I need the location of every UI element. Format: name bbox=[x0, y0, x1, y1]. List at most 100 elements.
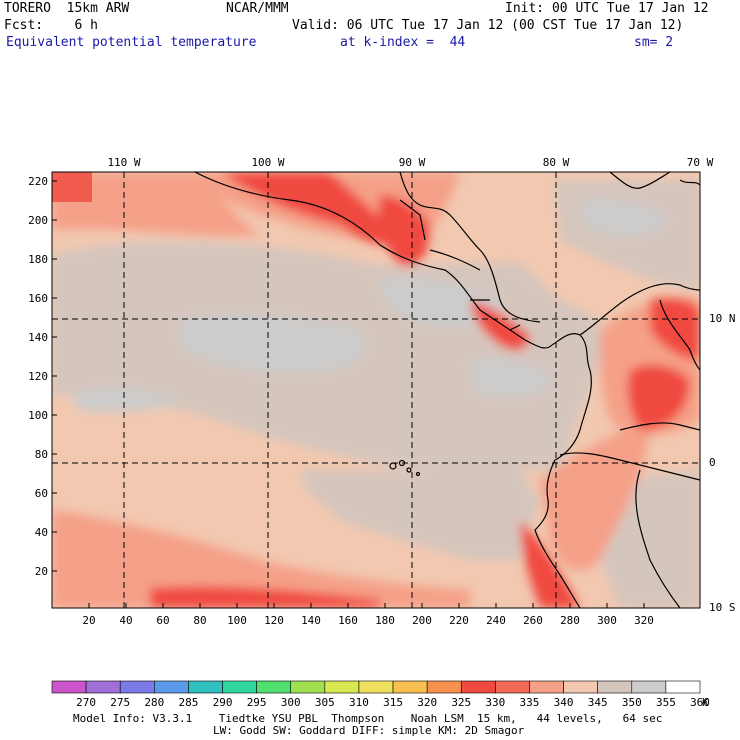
colorbar-label: 290 bbox=[213, 696, 233, 709]
colorbar-label: 295 bbox=[247, 696, 267, 709]
field-band-salmon-south bbox=[52, 510, 470, 608]
axis-labels: 220 200 180 160 140 120 100 80 60 40 20 20 40 60 80 100… bbox=[28, 156, 735, 627]
lat-lon-gridlines bbox=[52, 172, 700, 608]
border-costarica-panama bbox=[509, 324, 521, 331]
x-tick-label: 20 bbox=[82, 614, 95, 627]
longitude-label: 70 W bbox=[687, 156, 714, 169]
colorbar-swatch bbox=[188, 680, 223, 694]
axis-ticks bbox=[52, 180, 645, 608]
colorbar-label: 330 bbox=[485, 696, 505, 709]
galapagos-4 bbox=[415, 471, 421, 477]
x-tick-label: 320 bbox=[634, 614, 654, 627]
colorbar-swatch bbox=[222, 680, 257, 694]
colorbar-label: 320 bbox=[417, 696, 437, 709]
field-name: Equivalent potential temperature bbox=[6, 35, 257, 50]
field-patch-lightgray-5 bbox=[580, 198, 670, 235]
field-band-red-south bbox=[150, 586, 380, 608]
coast-caribbean-colombia bbox=[579, 283, 700, 336]
level-label: at k-index = 44 bbox=[340, 35, 466, 50]
colorbar-label: 360 bbox=[690, 696, 710, 709]
field-band-red-mexico bbox=[220, 172, 400, 245]
colorbar-swatch bbox=[358, 680, 394, 694]
y-tick-label: 140 bbox=[28, 331, 48, 344]
colorbar-swatch bbox=[563, 680, 598, 694]
colorbar-label: 355 bbox=[656, 696, 676, 709]
y-tick-label: 60 bbox=[35, 487, 48, 500]
coast-caribbean-central-america bbox=[399, 172, 541, 323]
latitude-label: 10 S bbox=[709, 601, 736, 614]
border-honduras-nicaragua bbox=[429, 249, 481, 271]
field-band-red-colombia bbox=[627, 364, 690, 430]
longitude-label: 110 W bbox=[107, 156, 140, 169]
x-tick-label: 240 bbox=[486, 614, 506, 627]
x-tick-label: 160 bbox=[338, 614, 358, 627]
colorbar-label: 340 bbox=[554, 696, 574, 709]
colorbar-label: 275 bbox=[110, 696, 130, 709]
colorbar-swatch bbox=[529, 680, 564, 694]
model-name: TORERO 15km ARW bbox=[4, 1, 130, 16]
colorbar-unit: K bbox=[702, 696, 709, 709]
field-band-gray-south bbox=[300, 470, 540, 560]
border-ecuador-peru bbox=[559, 452, 700, 481]
colorbar-label: 305 bbox=[315, 696, 335, 709]
x-tick-label: 200 bbox=[412, 614, 432, 627]
colorbar-swatch bbox=[324, 680, 360, 694]
colorbar-swatch bbox=[597, 680, 633, 694]
x-tick-label: 80 bbox=[193, 614, 206, 627]
x-tick-label: 260 bbox=[523, 614, 543, 627]
footer-model-info: Model Info: V3.3.1 Tiedtke YSU PBL Thomp… bbox=[73, 712, 663, 725]
colorbar-swatch bbox=[154, 680, 189, 694]
longitude-label: 100 W bbox=[251, 156, 284, 169]
colorbar-label: 350 bbox=[622, 696, 642, 709]
forecast-hour: Fcst: 6 h bbox=[4, 18, 98, 33]
field-patch-lightgray-2 bbox=[380, 278, 500, 327]
x-tick-label: 140 bbox=[301, 614, 321, 627]
colorbar-label: 310 bbox=[349, 696, 369, 709]
x-tick-label: 300 bbox=[597, 614, 617, 627]
map-frame bbox=[51, 171, 701, 609]
smoothing-label: sm= 2 bbox=[634, 35, 674, 50]
coast-mexico-central-america bbox=[194, 172, 553, 349]
x-tick-label: 60 bbox=[156, 614, 169, 627]
longitude-label: 90 W bbox=[399, 156, 426, 169]
coastlines bbox=[194, 172, 700, 608]
footer-physics-info: LW: Godd SW: Goddard DIFF: simple KM: 2D… bbox=[213, 724, 525, 737]
coast-peru bbox=[534, 459, 581, 608]
border-colombia-brazil bbox=[619, 422, 700, 431]
colorbar-label: 270 bbox=[76, 696, 96, 709]
colorbar-swatch bbox=[426, 680, 462, 694]
x-tick-label: 100 bbox=[227, 614, 247, 627]
colorbar-label: 300 bbox=[281, 696, 301, 709]
colorbar-label: 280 bbox=[144, 696, 164, 709]
colorbar bbox=[51, 680, 701, 694]
x-tick-label: 280 bbox=[560, 614, 580, 627]
coast-hispaniola bbox=[679, 179, 700, 186]
x-tick-label: 180 bbox=[375, 614, 395, 627]
init-time: Init: 00 UTC Tue 17 Jan 12 bbox=[505, 1, 709, 16]
colorbar-swatch bbox=[460, 680, 496, 694]
valid-time: Valid: 06 UTC Tue 17 Jan 12 (00 CST Tue … bbox=[292, 18, 684, 33]
colorbar-swatch bbox=[290, 680, 326, 694]
y-tick-label: 20 bbox=[35, 565, 48, 578]
colorbar-swatch bbox=[392, 680, 428, 694]
border-colombia-venezuela bbox=[659, 299, 700, 371]
y-tick-label: 160 bbox=[28, 292, 48, 305]
organization: NCAR/MMM bbox=[226, 1, 289, 16]
longitude-label: 80 W bbox=[543, 156, 570, 169]
colorbar-label: 325 bbox=[451, 696, 471, 709]
y-tick-label: 180 bbox=[28, 253, 48, 266]
border-mexico-guatemala bbox=[399, 199, 426, 241]
colorbar-label: 335 bbox=[520, 696, 540, 709]
field-patch-lightgray-3 bbox=[70, 389, 180, 412]
colorbar-swatch bbox=[665, 680, 701, 694]
field-corner-red bbox=[52, 172, 92, 202]
x-tick-label: 40 bbox=[119, 614, 132, 627]
colorbar-swatch bbox=[256, 680, 292, 694]
y-tick-label: 40 bbox=[35, 526, 48, 539]
theta-e-field bbox=[52, 172, 700, 608]
latitude-label: 10 N bbox=[709, 312, 736, 325]
colorbar-swatch bbox=[495, 680, 530, 694]
y-tick-label: 80 bbox=[35, 448, 48, 461]
coast-colombia-ecuador bbox=[551, 333, 592, 461]
